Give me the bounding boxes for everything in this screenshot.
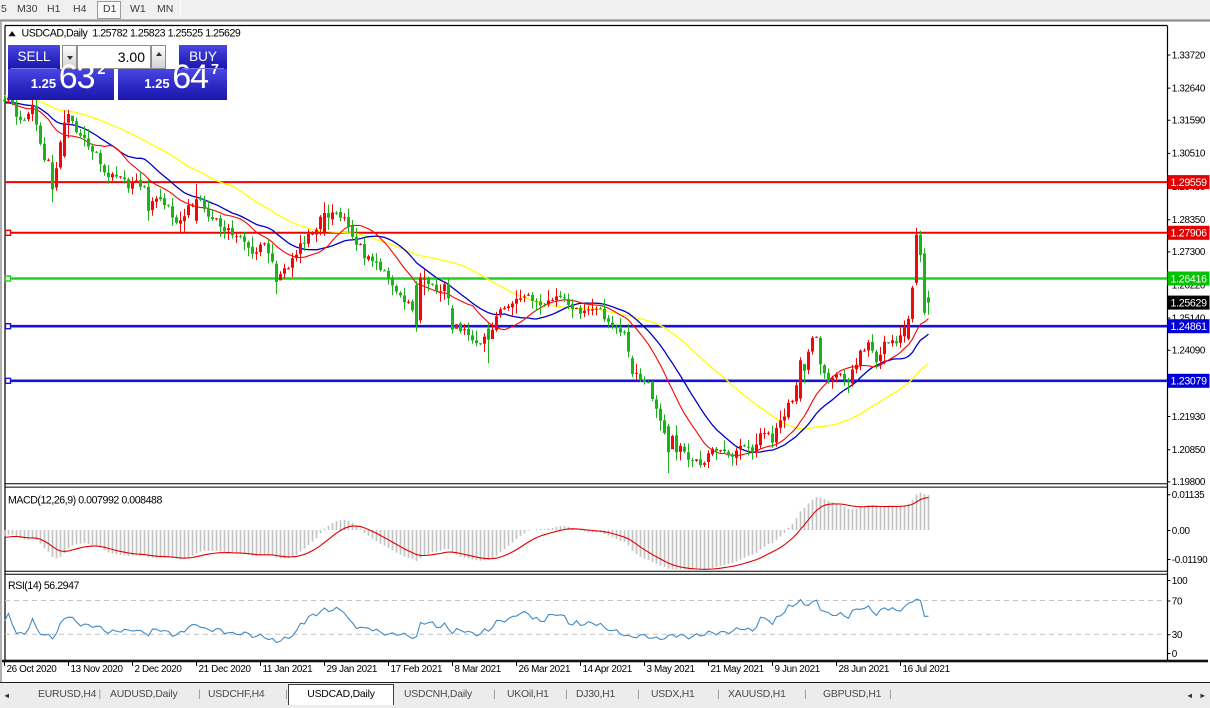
svg-text:1.31590: 1.31590: [1172, 116, 1206, 127]
svg-text:21 May 2021: 21 May 2021: [711, 664, 765, 675]
svg-text:1.33720: 1.33720: [1172, 50, 1206, 61]
svg-text:1.25140: 1.25140: [1172, 313, 1206, 324]
svg-text:1.27906: 1.27906: [1171, 228, 1208, 240]
svg-text:USDCAD,Daily 1.25782 1.25823: USDCAD,Daily 1.25782 1.25823 1.25525 1.2…: [22, 28, 241, 40]
svg-text:0.00: 0.00: [1172, 526, 1191, 537]
svg-text:29 Jan 2021: 29 Jan 2021: [327, 664, 378, 675]
svg-text:70: 70: [1172, 596, 1183, 607]
svg-text:1.30510: 1.30510: [1172, 149, 1206, 160]
svg-text:1.28350: 1.28350: [1172, 215, 1206, 226]
svg-text:1.27300: 1.27300: [1172, 247, 1206, 258]
svg-text:1.21930: 1.21930: [1172, 412, 1206, 423]
svg-text:-0.01190: -0.01190: [1172, 555, 1208, 566]
svg-text:30: 30: [1172, 630, 1183, 641]
svg-text:MACD(12,26,9) 0.007992 0.00848: MACD(12,26,9) 0.007992 0.008488: [8, 495, 162, 507]
svg-text:1.24090: 1.24090: [1172, 346, 1206, 357]
svg-text:17 Feb 2021: 17 Feb 2021: [391, 664, 443, 675]
svg-text:26 Oct 2020: 26 Oct 2020: [7, 664, 58, 675]
svg-text:14 Apr 2021: 14 Apr 2021: [583, 664, 633, 675]
svg-text:1.32640: 1.32640: [1172, 83, 1206, 94]
svg-text:3 May 2021: 3 May 2021: [647, 664, 696, 675]
svg-text:28 Jun 2021: 28 Jun 2021: [839, 664, 890, 675]
svg-text:100: 100: [1172, 576, 1188, 587]
svg-text:9 Jun 2021: 9 Jun 2021: [775, 664, 821, 675]
svg-text:2 Dec 2020: 2 Dec 2020: [135, 664, 183, 675]
svg-text:8 Mar 2021: 8 Mar 2021: [455, 664, 502, 675]
svg-text:0.01135: 0.01135: [1172, 490, 1205, 501]
svg-text:1.29559: 1.29559: [1171, 177, 1208, 189]
svg-text:0: 0: [1172, 649, 1178, 660]
svg-text:1.26220: 1.26220: [1172, 280, 1206, 291]
svg-text:1.23079: 1.23079: [1171, 376, 1208, 388]
svg-text:16 Jul 2021: 16 Jul 2021: [903, 664, 951, 675]
svg-text:1.19800: 1.19800: [1172, 477, 1206, 488]
svg-text:26 Mar 2021: 26 Mar 2021: [519, 664, 571, 675]
svg-text:1.25629: 1.25629: [1171, 297, 1208, 309]
svg-text:1.20850: 1.20850: [1172, 445, 1206, 456]
svg-text:1.24861: 1.24861: [1171, 321, 1208, 333]
svg-text:21 Dec 2020: 21 Dec 2020: [199, 664, 252, 675]
svg-text:11 Jan 2021: 11 Jan 2021: [263, 664, 314, 675]
svg-text:RSI(14) 56.2947: RSI(14) 56.2947: [8, 580, 80, 592]
svg-text:1.26416: 1.26416: [1171, 273, 1208, 285]
svg-text:13 Nov 2020: 13 Nov 2020: [71, 664, 124, 675]
